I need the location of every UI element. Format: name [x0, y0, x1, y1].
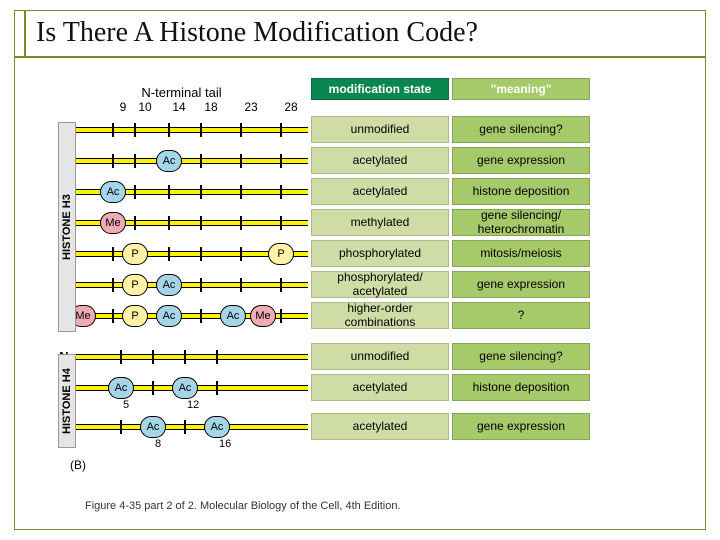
histone-tail: AcAc [73, 424, 308, 430]
mod-me-icon: Me [100, 212, 126, 234]
histone-row: NMePAcAcMehigher-order combinations? [55, 300, 670, 331]
histone-diagram: N-terminal tailmodification state"meanin… [55, 78, 670, 450]
mod-ac-icon: Ac [156, 274, 182, 296]
mod-state: unmodified [311, 116, 449, 143]
histone-row: NAcacetylatedhistone deposition [55, 176, 670, 207]
h3-pos-label: 14 [169, 100, 189, 114]
h4-pos-label: 16 [219, 438, 231, 450]
mod-p-icon: P [122, 243, 148, 265]
h3-pos-label: 28 [281, 100, 301, 114]
mod-ac-icon: Ac [220, 305, 246, 327]
meaning: mitosis/meiosis [452, 240, 590, 267]
header-ntail: N-terminal tail [55, 85, 308, 100]
mod-ac-icon: Ac [172, 377, 198, 399]
histone-tail [73, 127, 308, 133]
mod-p-icon: P [268, 243, 294, 265]
h4-pos-label: 8 [155, 438, 161, 450]
meaning: histone deposition [452, 374, 590, 401]
meaning: gene expression [452, 271, 590, 298]
histone-row: NMemethylatedgene silencing/ heterochrom… [55, 207, 670, 238]
meaning: ? [452, 302, 590, 329]
mod-state: methylated [311, 209, 449, 236]
mod-state: acetylated [311, 178, 449, 205]
page-title: Is There A Histone Modification Code? [26, 17, 478, 49]
meaning: gene expression [452, 413, 590, 440]
title-bar: Is There A Histone Modification Code? [14, 10, 706, 58]
h3-pos-label: 10 [135, 100, 155, 114]
histone-row: NPAcphosphorylated/ acetylatedgene expre… [55, 269, 670, 300]
h3-pos-label: 23 [241, 100, 261, 114]
histone-row: Nunmodifiedgene silencing? [55, 114, 670, 145]
mod-ac-icon: Ac [156, 150, 182, 172]
meaning: gene expression [452, 147, 590, 174]
histone-tail: PP [73, 251, 308, 257]
histone-row: NPPphosphorylatedmitosis/meiosis [55, 238, 670, 269]
meaning: gene silencing? [452, 116, 590, 143]
mod-state: acetylated [311, 413, 449, 440]
histone-tail: Ac [73, 158, 308, 164]
mod-state: higher-order combinations [311, 302, 449, 329]
histone-tail: Me [73, 220, 308, 226]
mod-p-icon: P [122, 274, 148, 296]
mod-state: phosphorylated [311, 240, 449, 267]
meaning: histone deposition [452, 178, 590, 205]
mod-p-icon: P [122, 305, 148, 327]
figure-caption: Figure 4-35 part 2 of 2. Molecular Biolo… [85, 500, 401, 512]
panel-label: (B) [70, 458, 86, 472]
h3-pos-label: 18 [201, 100, 221, 114]
meaning: gene silencing? [452, 343, 590, 370]
h3-pos-label: 9 [113, 100, 133, 114]
h4-pos-label: 12 [187, 399, 199, 411]
mod-me-icon: Me [250, 305, 276, 327]
histone-row: NAcacetylatedgene expression [55, 145, 670, 176]
ylabel-h3: HISTONE H3 [58, 122, 76, 332]
histone-tail [73, 354, 308, 360]
histone-tail: PAc [73, 282, 308, 288]
mod-state: phosphorylated/ acetylated [311, 271, 449, 298]
mod-state: acetylated [311, 374, 449, 401]
mod-ac-icon: Ac [140, 416, 166, 438]
mod-ac-icon: Ac [100, 181, 126, 203]
histone-row: Nunmodifiedgene silencing? [55, 341, 670, 372]
ylabel-h4: HISTONE H4 [58, 354, 76, 448]
header-mod: modification state [311, 78, 449, 100]
meaning: gene silencing/ heterochromatin [452, 209, 590, 236]
mod-ac-icon: Ac [204, 416, 230, 438]
header-mean: "meaning" [452, 78, 590, 100]
histone-tail: AcAc [73, 385, 308, 391]
mod-ac-icon: Ac [156, 305, 182, 327]
histone-tail: MePAcAcMe [73, 313, 308, 319]
h4-pos-label: 5 [123, 399, 129, 411]
title-tick [14, 10, 26, 56]
mod-state: acetylated [311, 147, 449, 174]
mod-state: unmodified [311, 343, 449, 370]
histone-tail: Ac [73, 189, 308, 195]
mod-ac-icon: Ac [108, 377, 134, 399]
